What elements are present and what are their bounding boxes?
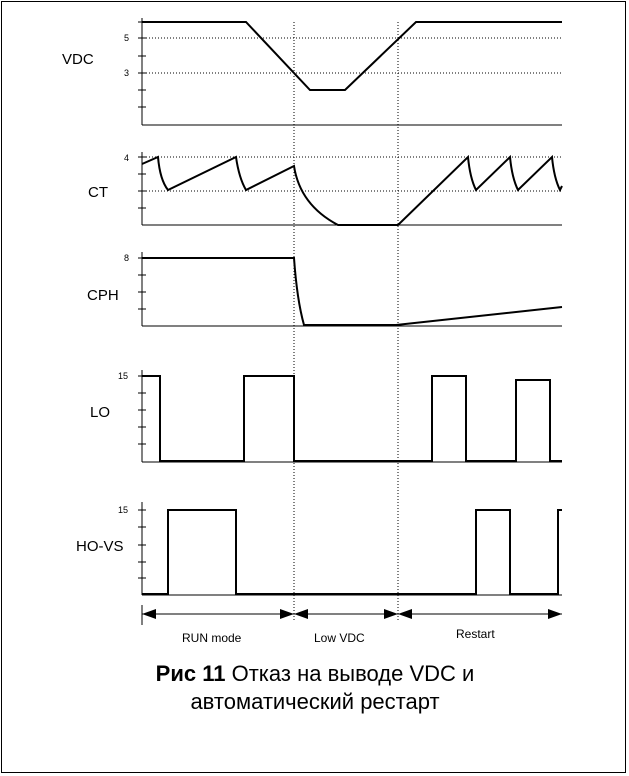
tick-label-ct-4: 4 <box>124 153 129 163</box>
ct-panel <box>138 152 563 226</box>
signal-label-lo: LO <box>90 404 110 421</box>
tick-label-cph-8: 8 <box>124 253 129 263</box>
ct-waveform <box>141 154 563 226</box>
signal-label-ho-vs: HO-VS <box>76 538 124 555</box>
signal-label-cph: CPH <box>87 287 119 304</box>
vdc-waveform <box>142 21 562 91</box>
cph-panel <box>138 252 563 327</box>
signal-label-ct: CT <box>88 184 108 201</box>
ho-panel <box>138 502 562 596</box>
signal-label-vdc: VDC <box>62 51 94 68</box>
phase-label-run: RUN mode <box>182 631 242 645</box>
lo-panel <box>138 370 562 463</box>
ho-waveform <box>142 509 562 595</box>
tick-label-vdc-5: 5 <box>124 33 129 43</box>
tick-label-ho-15: 15 <box>118 505 128 515</box>
cph-waveform <box>142 257 563 326</box>
vdc-panel <box>138 18 562 126</box>
phase-label-restart: Restart <box>456 627 495 641</box>
phase-label-low-vdc: Low VDC <box>314 631 365 645</box>
lo-waveform <box>142 375 562 462</box>
figure-title: Отказ на выводе VDC и автоматический рес… <box>190 661 475 714</box>
tick-label-lo-15: 15 <box>118 371 128 381</box>
figure-caption: Рис 11 Отказ на выводе VDC и автоматичес… <box>120 660 510 716</box>
phase-arrows <box>141 605 562 625</box>
arrowheads <box>142 609 562 619</box>
tick-label-vdc-3: 3 <box>124 68 129 78</box>
figure-number: Рис 11 <box>155 661 226 686</box>
